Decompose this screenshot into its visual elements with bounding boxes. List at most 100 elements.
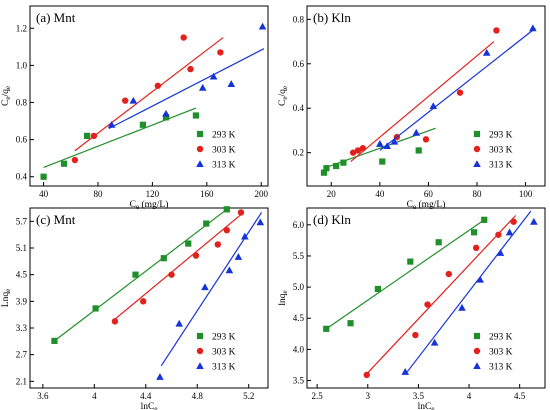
x-tick-label: 120 — [146, 189, 160, 199]
data-point — [40, 173, 47, 180]
data-point — [122, 97, 129, 104]
y-tick-label: 1.0 — [16, 60, 28, 70]
y-tick-label: 0.4 — [16, 172, 28, 182]
y-axis-label: Lnqe — [1, 289, 12, 307]
data-point — [407, 258, 414, 265]
data-point — [505, 228, 514, 236]
data-point — [160, 255, 167, 262]
series-313-K — [401, 210, 538, 375]
series-293-K — [323, 216, 488, 332]
data-point — [201, 283, 209, 291]
fit-line — [111, 211, 244, 322]
legend-entry: 313 K — [473, 160, 513, 171]
series-303-K — [349, 27, 500, 163]
plot-frame — [29, 5, 269, 187]
x-tick-label: 4 — [92, 391, 97, 401]
data-point — [90, 132, 98, 140]
x-tick-label: 3 — [366, 391, 371, 401]
x-tick-label: 4.8 — [192, 391, 204, 401]
x-axis-label: lnCe — [418, 402, 435, 410]
data-point — [111, 318, 119, 325]
legend-entry: 313 K — [473, 362, 513, 373]
data-point — [187, 65, 194, 73]
data-point — [340, 159, 347, 166]
data-point — [376, 139, 384, 147]
panel-title: (d) Kln — [313, 212, 351, 227]
legend-label: 303 K — [212, 146, 236, 156]
legend-label: 303 K — [212, 348, 236, 358]
data-point — [154, 82, 162, 89]
data-point — [71, 156, 79, 164]
data-point — [223, 227, 231, 234]
legend-marker — [473, 145, 481, 153]
data-point — [476, 275, 484, 283]
y-tick-label: 0.8 — [16, 97, 28, 107]
fit-line — [108, 48, 265, 130]
legend-marker — [473, 130, 481, 138]
data-point — [198, 83, 207, 91]
legend-marker — [196, 160, 204, 168]
data-point — [359, 145, 367, 152]
x-tick-label: 80 — [94, 189, 104, 199]
legend-entry: 313 K — [196, 362, 236, 373]
y-tick-label: 4.5 — [293, 313, 305, 323]
legend-marker — [473, 332, 481, 340]
legend-label: 303 K — [489, 348, 513, 358]
series-303-K — [363, 215, 517, 379]
data-point — [482, 48, 491, 56]
data-point — [510, 218, 517, 225]
fit-line — [379, 27, 536, 151]
data-point — [258, 22, 267, 30]
legend-entry: 303 K — [473, 145, 513, 156]
fit-line — [54, 208, 228, 342]
data-point — [496, 249, 505, 256]
y-tick-label: 1.2 — [16, 23, 27, 33]
data-point — [139, 121, 146, 128]
data-point — [92, 305, 99, 312]
data-point — [225, 266, 234, 274]
fit-line — [325, 219, 485, 330]
data-point — [374, 285, 381, 293]
data-point — [132, 271, 139, 278]
plot-frame — [29, 207, 269, 389]
panel-2: 20 40 60 80 100 0.2 0.4 0.6 0.8 Ce (mg/L) Ce/qe (b)… — [278, 5, 546, 211]
x-tick-label: 4.4 — [140, 391, 152, 401]
data-point — [424, 301, 431, 308]
data-point — [140, 298, 147, 305]
legend-entry: 313 K — [196, 160, 236, 171]
legend-marker — [473, 160, 481, 168]
y-tick-label: 2.7 — [16, 350, 28, 360]
data-point — [175, 319, 184, 327]
fit-line — [365, 215, 517, 376]
data-point — [458, 303, 466, 311]
data-point — [156, 373, 164, 380]
legend-label: 293 K — [212, 333, 236, 343]
data-point — [349, 149, 357, 156]
legend-entry: 293 K — [473, 332, 513, 343]
x-axis-label: Ce (mg/L) — [407, 199, 446, 211]
legend-marker — [196, 362, 204, 370]
y-axis-label: Ce/qe — [1, 86, 12, 106]
series-293-K — [51, 206, 230, 344]
legend-label: 293 K — [489, 333, 513, 343]
x-tick-label: 80 — [473, 189, 483, 199]
legend-entry: 303 K — [196, 348, 236, 358]
data-point — [51, 337, 58, 344]
y-tick-label: 3.5 — [293, 376, 305, 386]
data-point — [429, 102, 438, 110]
data-point — [390, 137, 399, 145]
y-axis-label: lnqe — [278, 290, 289, 305]
plot-frame — [306, 207, 546, 389]
x-tick-label: 200 — [254, 189, 268, 199]
x-tick-label: 40 — [375, 189, 385, 199]
y-tick-label: 3.9 — [16, 296, 28, 306]
data-point — [333, 162, 340, 170]
data-point — [472, 244, 480, 252]
y-tick-label: 5.5 — [293, 251, 305, 261]
data-point — [495, 231, 502, 238]
x-tick-label: 2.5 — [312, 391, 324, 401]
data-point — [529, 24, 537, 32]
series-313-K — [376, 24, 537, 151]
data-point — [412, 128, 421, 136]
data-point — [227, 80, 236, 87]
